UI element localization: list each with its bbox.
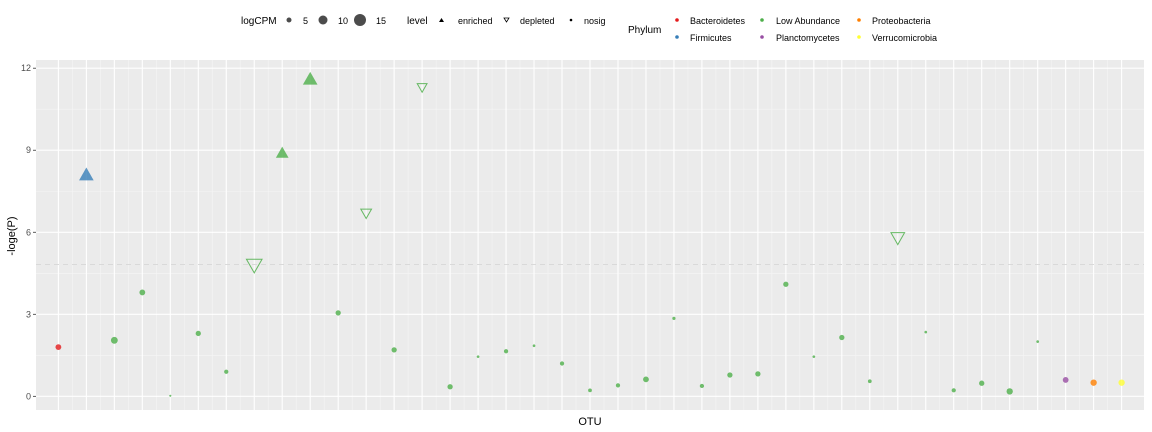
legend-color-label-low-abundance: Low Abundance (776, 16, 840, 26)
y-axis: 0 3 6 9 12 (21, 63, 36, 401)
legend-size: logCPM 5 10 15 (241, 14, 386, 27)
legend-color-key-firmicutes (675, 35, 679, 39)
y-tick-label: 9 (26, 145, 31, 155)
legend-color-key-verrucomicrobia (857, 35, 861, 39)
legend-shape-label-enriched: enriched (458, 16, 493, 26)
data-point-otu-32 (924, 330, 928, 334)
legend-size-key-5 (286, 17, 292, 23)
legend-size-key-10 (318, 15, 328, 25)
legend-color-key-proteobacteria (857, 18, 861, 22)
data-point-otu-10 (302, 71, 318, 85)
data-point-otu-17 (503, 349, 509, 354)
data-point-otu-22 (643, 376, 649, 383)
y-tick-label: 0 (26, 391, 31, 401)
y-axis-title: -loge(P) (6, 216, 18, 255)
data-point-otu-25 (727, 372, 733, 378)
data-point-otu-21 (615, 383, 621, 388)
legend-color-key-planctomycetes (760, 35, 764, 39)
data-point-otu-15 (447, 384, 453, 390)
data-point-otu-34 (979, 380, 985, 386)
legend-color-key-bacteroidetes (675, 18, 679, 22)
legend-size-label-15: 15 (376, 16, 386, 26)
legend-color-label-bacteroidetes: Bacteroidetes (690, 16, 746, 26)
legend-color-label-planctomycetes: Planctomycetes (776, 33, 840, 43)
data-point-otu-28 (812, 355, 816, 359)
legend-size-label-10: 10 (338, 16, 348, 26)
data-point-otu-23 (672, 316, 676, 320)
data-point-otu-2 (79, 167, 94, 181)
legend-color-title: Phylum (628, 25, 661, 36)
legend-shape-title: level (407, 16, 428, 27)
legend-color: Phylum Bacteroidetes Firmicutes Low Abun… (628, 16, 937, 43)
data-point-otu-3 (110, 336, 118, 344)
legend-size-label-5: 5 (303, 16, 308, 26)
data-point-otu-38 (1090, 379, 1097, 386)
grid-minor (36, 60, 1144, 410)
y-tick-label: 3 (26, 309, 31, 319)
data-point-otu-7 (224, 369, 229, 374)
data-points (55, 71, 1125, 397)
data-point-otu-24 (699, 383, 705, 389)
legend-shape-label-depleted: depleted (520, 16, 555, 26)
data-point-otu-6 (195, 330, 201, 337)
y-tick-label: 12 (21, 63, 31, 73)
data-point-otu-30 (867, 379, 872, 384)
legend-shape: level enriched depleted nosig (407, 16, 606, 27)
legend-color-key-low-abundance (760, 18, 764, 22)
data-point-otu-33 (951, 388, 956, 393)
data-point-otu-8 (245, 258, 263, 274)
data-point-otu-20 (588, 388, 592, 393)
data-point-otu-5 (169, 394, 172, 397)
legend-size-title: logCPM (241, 16, 277, 27)
data-point-otu-18 (532, 344, 536, 348)
data-point-otu-9 (275, 146, 289, 158)
data-point-otu-36 (1036, 340, 1040, 343)
data-point-otu-35 (1006, 388, 1013, 395)
data-point-otu-19 (559, 361, 565, 366)
legend-shape-key-depleted (503, 17, 510, 23)
legend-shape-key-enriched (439, 18, 444, 22)
legend-color-label-verrucomicrobia: Verrucomicrobia (872, 33, 937, 43)
legend-shape-label-nosig: nosig (584, 16, 606, 26)
data-point-otu-1 (55, 344, 62, 351)
data-point-otu-13 (391, 347, 397, 353)
data-point-otu-12 (359, 208, 373, 220)
data-point-otu-14 (416, 83, 428, 94)
data-point-otu-16 (476, 355, 480, 359)
legend-size-key-15 (354, 14, 366, 26)
data-point-otu-26 (755, 371, 761, 377)
x-axis-title: OTU (578, 416, 601, 428)
data-point-otu-4 (139, 289, 146, 296)
grid-major (36, 60, 1144, 410)
legend-color-label-proteobacteria: Proteobacteria (872, 16, 931, 26)
legend-shape-key-nosig (569, 18, 573, 22)
data-point-otu-27 (783, 281, 789, 287)
y-tick-label: 6 (26, 227, 31, 237)
data-point-otu-37 (1062, 377, 1069, 383)
data-point-otu-39 (1118, 379, 1125, 386)
legend-color-label-firmicutes: Firmicutes (690, 33, 732, 43)
data-point-otu-11 (335, 310, 341, 316)
data-point-otu-31 (890, 232, 906, 246)
data-point-otu-29 (839, 334, 845, 341)
